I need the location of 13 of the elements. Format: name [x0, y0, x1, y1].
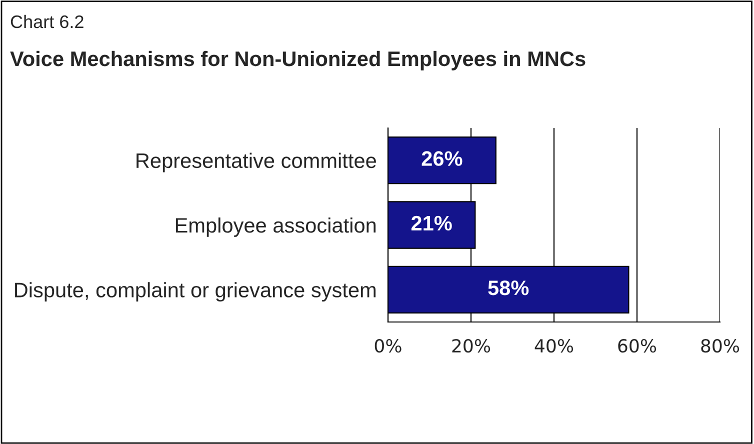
data-label: 26%	[422, 151, 462, 166]
data-label: 21%	[411, 216, 452, 231]
caption: Chart 6.2	[10, 14, 84, 28]
x-tick-label: 60%	[618, 338, 656, 353]
x-tick-label: 40%	[534, 338, 574, 353]
y-tick-label: Representative committee	[136, 152, 376, 172]
y-tick-label: Dispute, complaint or grievance system	[15, 282, 376, 302]
x-tick-label: 80%	[701, 338, 740, 353]
chart-title: Voice Mechanisms for Non-Unionized Employees in MNCs	[10, 50, 586, 70]
x-tick-label: 20%	[452, 338, 490, 353]
y-tick-label: Employee association	[176, 217, 376, 237]
data-label: 58%	[488, 280, 529, 296]
x-tick-label: 0%	[374, 338, 402, 353]
